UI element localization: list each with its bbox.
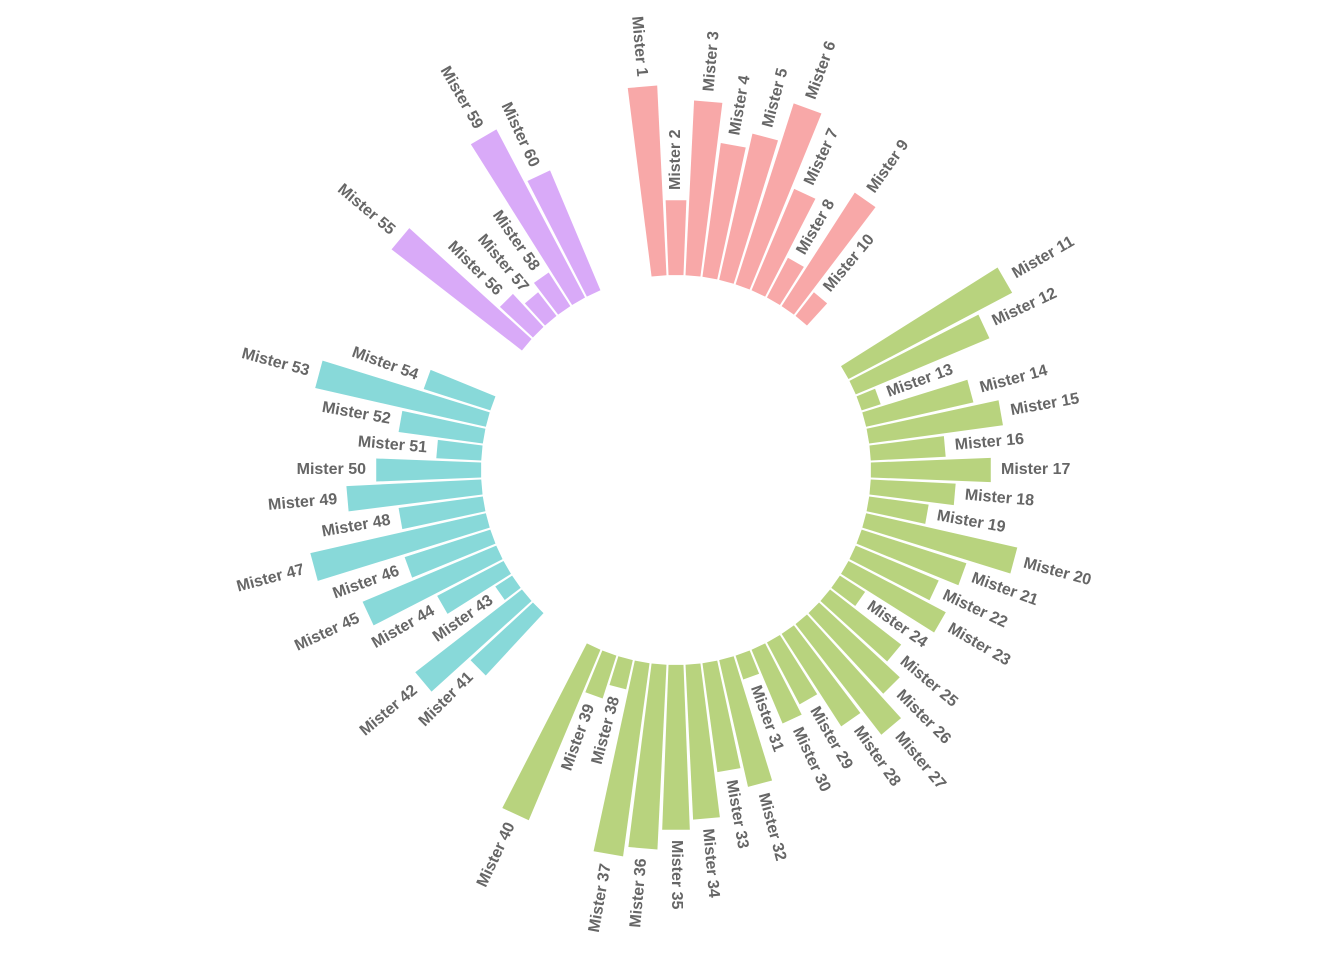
bar-label: Mister 16 xyxy=(954,431,1025,454)
bar-label: Mister 48 xyxy=(321,512,392,541)
bar-mister-27 xyxy=(795,614,902,735)
bar-label: Mister 35 xyxy=(668,840,685,909)
bar-label: Mister 28 xyxy=(850,723,904,790)
bar-mister-22 xyxy=(849,545,939,601)
bar-label: Mister 4 xyxy=(726,74,753,137)
bar-label: Mister 9 xyxy=(864,137,913,196)
bar-mister-23 xyxy=(841,560,946,633)
bar-mister-50 xyxy=(376,458,482,482)
bar-mister-42 xyxy=(415,589,532,692)
bar-label: Mister 59 xyxy=(437,63,486,132)
bar-label: Mister 34 xyxy=(699,828,722,899)
bar-mister-13 xyxy=(856,388,881,411)
bar-mister-8 xyxy=(766,257,804,305)
bar-label: Mister 1 xyxy=(628,15,650,77)
bar-label: Mister 52 xyxy=(321,399,392,428)
bar-mister-29 xyxy=(766,635,818,705)
bar-mister-44 xyxy=(437,560,511,614)
bar-mister-47 xyxy=(310,513,490,581)
bar-label: Mister 3 xyxy=(700,30,722,92)
bar-mister-45 xyxy=(362,545,503,626)
bar-mister-12 xyxy=(849,314,990,395)
bar-label: Mister 14 xyxy=(978,362,1050,396)
bar-mister-31 xyxy=(735,650,760,680)
bar-mister-14 xyxy=(862,379,974,427)
bar-mister-24 xyxy=(831,575,866,607)
bar-mister-33 xyxy=(702,660,741,773)
bar-label: Mister 11 xyxy=(1009,233,1077,282)
bar-mister-38 xyxy=(609,656,633,690)
bar-mister-4 xyxy=(702,143,746,280)
bar-mister-39 xyxy=(585,650,617,699)
bar-label: Mister 45 xyxy=(292,610,362,655)
bar-mister-40 xyxy=(502,643,601,821)
bar-mister-59 xyxy=(470,129,586,305)
bar-mister-18 xyxy=(869,479,956,506)
bar-mister-60 xyxy=(527,170,601,297)
bar-label: Mister 47 xyxy=(235,561,307,595)
bar-mister-53 xyxy=(315,360,490,427)
bar-mister-26 xyxy=(808,602,900,694)
bar-mister-10 xyxy=(795,292,828,326)
bar-label: Mister 50 xyxy=(297,461,366,478)
bar-mister-57 xyxy=(524,292,557,326)
bar-mister-7 xyxy=(751,188,816,297)
bar-mister-34 xyxy=(685,663,720,820)
bar-label: Mister 6 xyxy=(803,39,840,102)
bar-label: Mister 51 xyxy=(357,433,428,456)
bar-mister-46 xyxy=(404,529,496,578)
bar-label: Mister 53 xyxy=(240,345,312,379)
bar-label: Mister 37 xyxy=(586,862,615,933)
bar-mister-35 xyxy=(662,664,690,830)
bar-mister-37 xyxy=(593,660,650,857)
bar-label: Mister 17 xyxy=(1001,461,1070,478)
bar-mister-2 xyxy=(665,200,687,276)
bar-label: Mister 2 xyxy=(667,129,684,190)
bar-mister-30 xyxy=(751,643,802,724)
bar-label: Mister 42 xyxy=(357,682,421,740)
bar-label: Mister 20 xyxy=(1022,555,1094,589)
bars-layer xyxy=(310,85,1018,857)
bar-mister-25 xyxy=(820,589,902,662)
bar-mister-9 xyxy=(781,192,876,315)
bar-label: Mister 32 xyxy=(755,791,789,863)
bar-label: Mister 40 xyxy=(474,820,519,890)
bar-mister-5 xyxy=(719,133,779,284)
bar-mister-28 xyxy=(781,625,861,727)
bar-mister-32 xyxy=(719,656,773,787)
bar-mister-43 xyxy=(495,575,521,600)
bar-mister-1 xyxy=(627,85,667,277)
bar-label: Mister 33 xyxy=(723,779,752,850)
bar-label: Mister 36 xyxy=(627,858,650,929)
bar-mister-21 xyxy=(856,529,967,586)
bar-mister-56 xyxy=(499,293,544,338)
bar-label: Mister 55 xyxy=(334,181,398,239)
bar-mister-52 xyxy=(398,410,486,444)
bar-mister-11 xyxy=(841,267,1013,380)
bar-mister-55 xyxy=(391,228,532,351)
bar-mister-54 xyxy=(423,369,496,411)
bar-mister-58 xyxy=(533,272,571,315)
bar-label: Mister 15 xyxy=(1009,390,1080,419)
bar-mister-3 xyxy=(685,100,723,277)
bar-mister-16 xyxy=(869,436,946,461)
bar-label: Mister 18 xyxy=(964,487,1035,510)
bar-mister-17 xyxy=(870,457,991,483)
bar-label: Mister 5 xyxy=(759,66,791,129)
bar-mister-6 xyxy=(735,103,822,290)
bar-mister-41 xyxy=(470,602,544,676)
bar-mister-20 xyxy=(862,513,1018,574)
bar-mister-36 xyxy=(628,663,667,850)
bar-mister-48 xyxy=(398,496,486,530)
bar-mister-51 xyxy=(436,439,483,461)
bar-mister-15 xyxy=(866,400,1003,444)
bar-label: Mister 49 xyxy=(267,491,338,514)
bar-mister-19 xyxy=(866,496,929,524)
bar-mister-49 xyxy=(346,479,483,512)
